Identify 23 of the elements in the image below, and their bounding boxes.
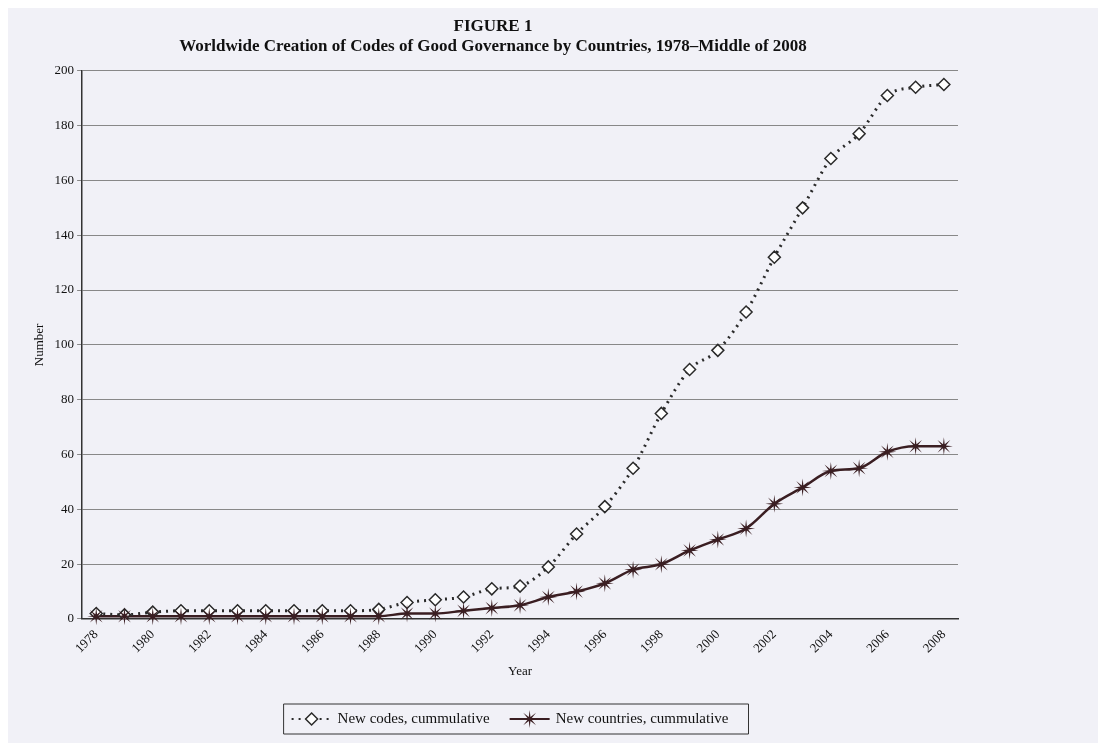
- y-tick-label: 40: [61, 500, 75, 516]
- y-tick-label: 0: [67, 610, 75, 626]
- legend-label: New codes, cummulative: [337, 709, 490, 726]
- y-tick-label: 140: [54, 226, 75, 242]
- legend-label: New countries, cummulative: [555, 709, 729, 726]
- x-tick-label: 1994: [523, 626, 554, 656]
- x-tick-label: 1982: [184, 626, 214, 656]
- y-tick-label: 80: [61, 391, 75, 407]
- y-tick-label: 120: [54, 281, 75, 297]
- y-tick-label: 200: [54, 62, 75, 78]
- y-tick-label: 20: [61, 555, 75, 571]
- x-axis-title: Year: [508, 662, 533, 678]
- x-tick-label: 1978: [71, 626, 101, 656]
- y-tick-label: 160: [54, 171, 75, 187]
- chart-subtitle: Worldwide Creation of Codes of Good Governance by Countries, 1978–Middle of 2008: [179, 35, 807, 55]
- y-tick-label: 60: [61, 445, 75, 461]
- y-tick-label: 180: [54, 117, 75, 133]
- y-tick-label: 100: [54, 336, 75, 352]
- x-tick-label: 1990: [410, 626, 440, 656]
- x-tick-label: 1986: [297, 626, 328, 656]
- y-axis-title: Number: [31, 322, 47, 367]
- chart-title: FIGURE 1: [453, 15, 533, 35]
- x-tick-label: 1998: [636, 626, 666, 656]
